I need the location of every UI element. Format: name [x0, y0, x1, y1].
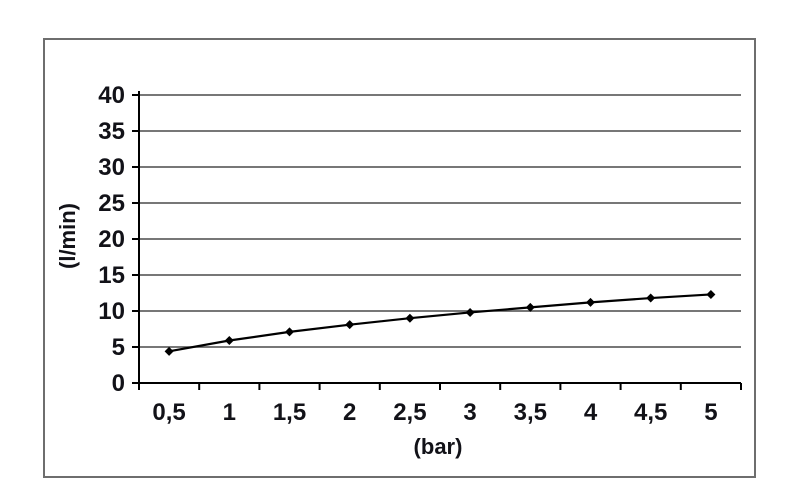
y-tick-label: 40	[98, 82, 125, 109]
y-tick-label: 5	[112, 334, 125, 361]
chart-frame: 0 5 10 15 20 25 30 35 40 0,5 1 1,5 2 2,5 3 3,5 4 4,5 5	[43, 38, 756, 478]
data-point-marker	[525, 302, 535, 312]
y-tick-label: 35	[98, 118, 125, 145]
y-tick-label: 10	[98, 298, 125, 325]
data-point-marker	[465, 307, 475, 317]
x-tick-label: 5	[704, 399, 717, 426]
data-point-marker	[164, 346, 174, 356]
data-point-marker	[224, 336, 234, 346]
x-tick-label: 2,5	[393, 399, 426, 426]
x-tick-label: 4,5	[634, 399, 667, 426]
series-line	[168, 293, 711, 353]
x-tick-label: 1,5	[273, 399, 306, 426]
y-tick-label: 20	[98, 226, 125, 253]
data-point-marker	[646, 293, 656, 303]
data-point-marker	[345, 320, 355, 330]
data-point-marker	[706, 289, 716, 299]
x-tick-label: 1	[223, 399, 236, 426]
y-tick-label: 30	[98, 154, 125, 181]
line-chart: 0 5 10 15 20 25 30 35 40 0,5 1 1,5 2 2,5 3 3,5 4 4,5 5	[98, 82, 742, 426]
x-tick-label: 0,5	[152, 399, 185, 426]
x-tick-label: 2	[343, 399, 356, 426]
y-tick-label: 25	[98, 190, 125, 217]
y-tick-label: 0	[112, 370, 125, 397]
data-point-marker	[586, 297, 595, 307]
x-axis-title: (bar)	[413, 434, 463, 459]
y-axis-title: (l/min)	[55, 203, 80, 269]
data-point-marker	[405, 313, 415, 323]
y-tick-label: 15	[98, 262, 125, 289]
x-tick-label: 3	[463, 399, 476, 426]
data-point-marker	[285, 327, 294, 337]
x-tick-label: 4	[584, 399, 598, 426]
x-tick-label: 3,5	[514, 399, 547, 426]
